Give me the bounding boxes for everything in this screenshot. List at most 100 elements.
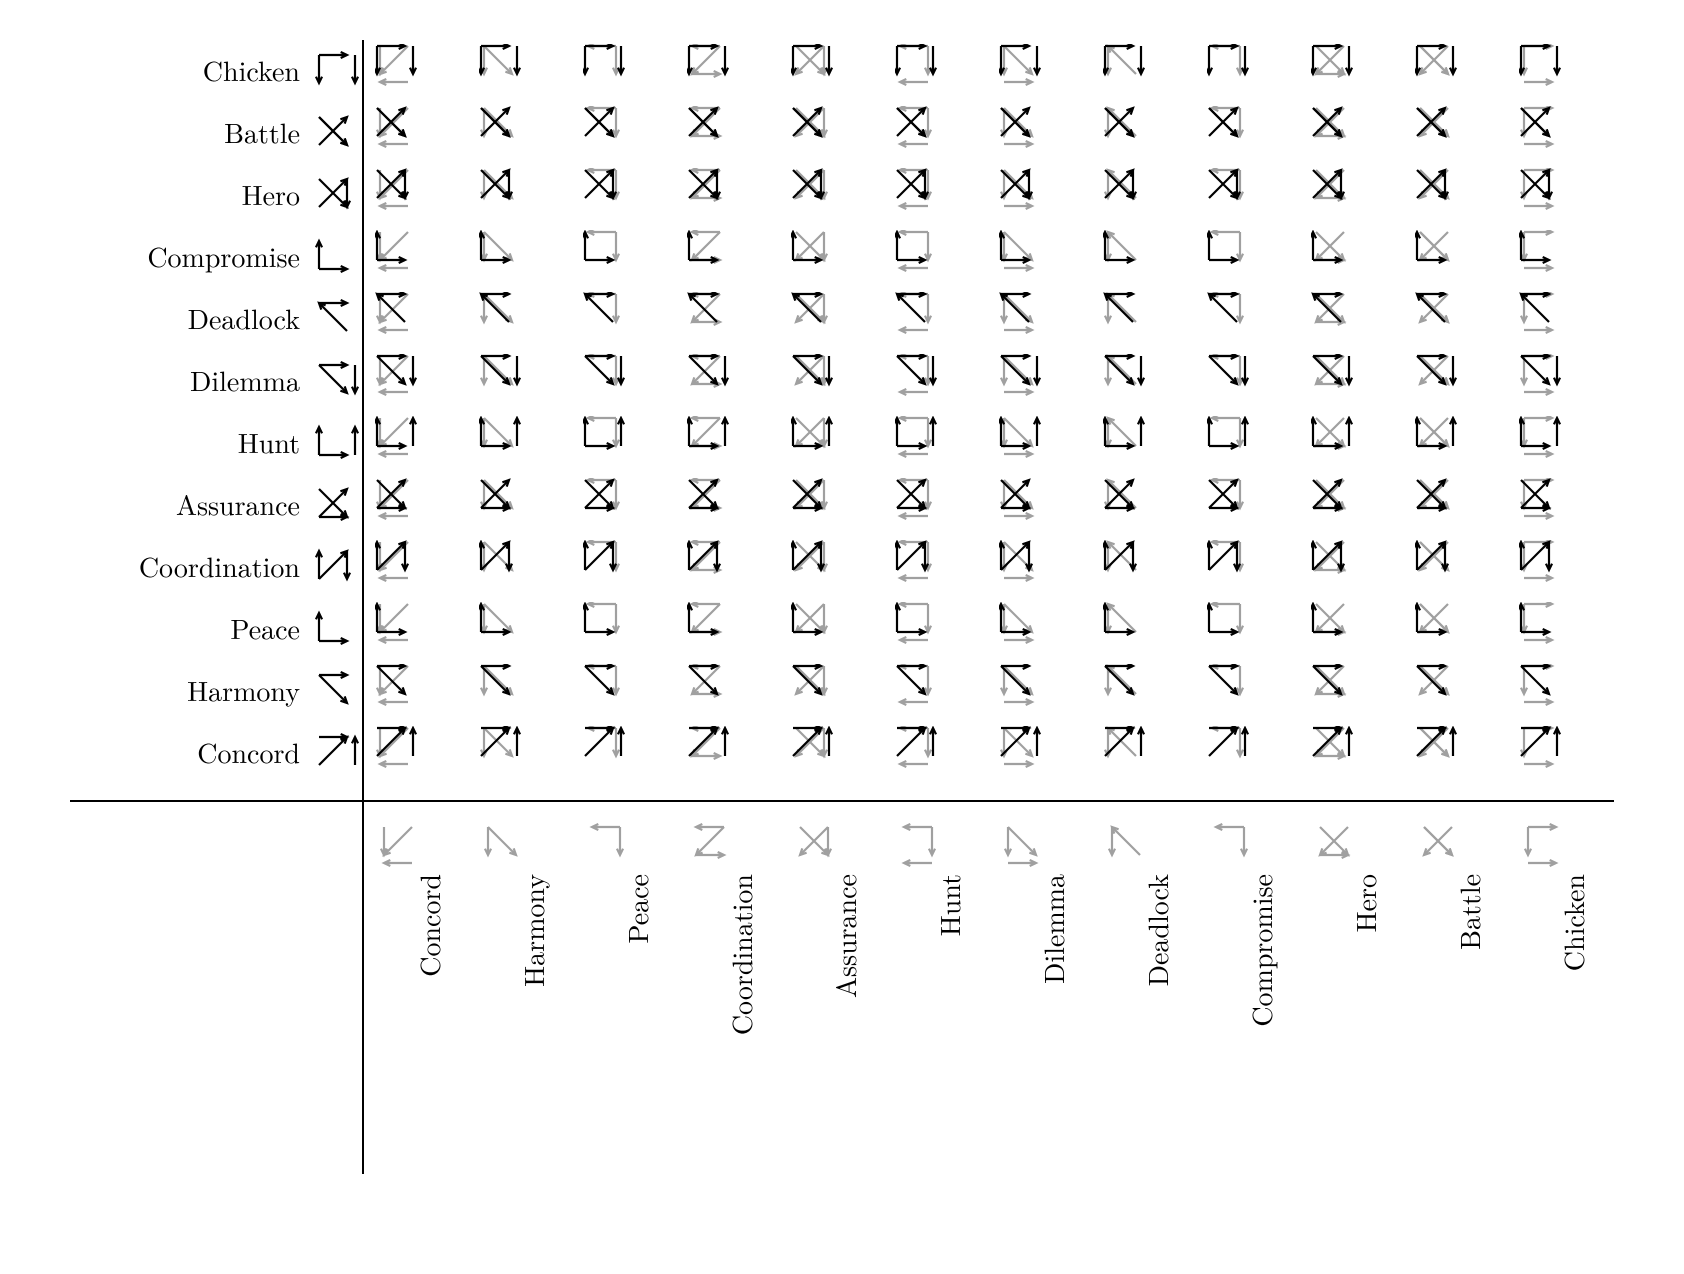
matrix-cell-glyph (791, 230, 847, 286)
matrix-cell-glyph (791, 354, 847, 410)
row-glyph-icon (312, 358, 368, 400)
matrix-cell-glyph (999, 416, 1055, 472)
matrix-cell-glyph (1207, 230, 1263, 286)
matrix-cell-glyph (999, 106, 1055, 162)
row-glyph-icon (312, 172, 368, 214)
row-glyph-icon (312, 234, 368, 276)
matrix-cell-glyph (375, 540, 431, 596)
matrix-cell-glyph (1207, 44, 1263, 100)
matrix-cell-glyph (895, 354, 951, 410)
col-label: Battle (1449, 798, 1489, 874)
matrix-cell-glyph (999, 540, 1055, 596)
matrix-cell-glyph (895, 292, 951, 348)
matrix-cell-glyph (1519, 168, 1575, 224)
matrix-cell-glyph (1103, 664, 1159, 720)
matrix-cell-glyph (583, 354, 639, 410)
matrix-cell-glyph (1311, 664, 1367, 720)
matrix-cell-glyph (479, 106, 535, 162)
matrix-cell-glyph (895, 602, 951, 658)
matrix-cell-glyph (1519, 726, 1575, 782)
matrix-cell-glyph (999, 478, 1055, 534)
matrix-cell-glyph (1207, 106, 1263, 162)
matrix-cell-glyph (687, 540, 743, 596)
matrix-cell-glyph (1103, 168, 1159, 224)
matrix-cell-glyph (1519, 602, 1575, 658)
matrix-cell-glyph (479, 478, 535, 534)
matrix-cell-glyph (1519, 44, 1575, 100)
row-glyph-icon (312, 606, 368, 648)
col-label: Hunt (929, 812, 969, 874)
matrix-cell-glyph (1415, 416, 1471, 472)
matrix-cell-glyph (1311, 354, 1367, 410)
matrix-cell-glyph (1103, 478, 1159, 534)
matrix-cell-glyph (687, 416, 743, 472)
row-label: Hero (242, 174, 300, 214)
horizontal-divider (70, 800, 1614, 802)
matrix-cell-glyph (687, 106, 743, 162)
row-label: Dilemma (190, 360, 300, 400)
matrix-cell-glyph (1415, 602, 1471, 658)
matrix-cell-glyph (999, 726, 1055, 782)
matrix-cell-glyph (375, 168, 431, 224)
matrix-cell-glyph (791, 106, 847, 162)
matrix-cell-glyph (1311, 416, 1367, 472)
matrix-cell-glyph (1207, 292, 1263, 348)
matrix-cell-glyph (895, 416, 951, 472)
matrix-cell-glyph (479, 168, 535, 224)
row-label: Coordination (139, 546, 300, 586)
matrix-cell-glyph (1207, 602, 1263, 658)
matrix-cell-glyph (375, 726, 431, 782)
matrix-cell-glyph (895, 726, 951, 782)
matrix-cell-glyph (687, 44, 743, 100)
matrix-cell-glyph (1103, 602, 1159, 658)
matrix-cell-glyph (375, 478, 431, 534)
row-label: Concord (197, 732, 300, 772)
matrix-cell-glyph (1415, 230, 1471, 286)
matrix-cell-glyph (1311, 602, 1367, 658)
matrix-cell-glyph (479, 230, 535, 286)
matrix-cell-glyph (999, 44, 1055, 100)
matrix-cell-glyph (791, 602, 847, 658)
matrix-cell-glyph (1103, 230, 1159, 286)
matrix-cell-glyph (1311, 478, 1367, 534)
row-label: Chicken (203, 50, 300, 90)
matrix-cell-glyph (1519, 292, 1575, 348)
matrix-cell-glyph (791, 44, 847, 100)
matrix-cell-glyph (375, 106, 431, 162)
row-label: Battle (224, 112, 300, 152)
matrix-cell-glyph (791, 478, 847, 534)
matrix-cell-glyph (895, 664, 951, 720)
matrix-cell-glyph (375, 292, 431, 348)
matrix-cell-glyph (1415, 168, 1471, 224)
matrix-cell-glyph (1519, 664, 1575, 720)
matrix-cell-glyph (791, 416, 847, 472)
col-label: Peace (617, 804, 657, 874)
matrix-cell-glyph (687, 602, 743, 658)
matrix-cell-glyph (375, 230, 431, 286)
matrix-cell-glyph (1311, 726, 1367, 782)
matrix-cell-glyph (583, 44, 639, 100)
matrix-cell-glyph (583, 292, 639, 348)
matrix-cell-glyph (999, 602, 1055, 658)
matrix-cell-glyph (1415, 726, 1471, 782)
matrix-cell-glyph (583, 540, 639, 596)
matrix-cell-glyph (479, 664, 535, 720)
matrix-cell-glyph (583, 230, 639, 286)
matrix-cell-glyph (1519, 540, 1575, 596)
row-label: Deadlock (188, 298, 300, 338)
row-label: Harmony (187, 670, 300, 710)
matrix-cell-glyph (1103, 44, 1159, 100)
col-label: Chicken (1553, 777, 1593, 874)
matrix-cell-glyph (1103, 726, 1159, 782)
row-glyph-icon (312, 110, 368, 152)
matrix-cell-glyph (895, 540, 951, 596)
matrix-cell-glyph (1103, 416, 1159, 472)
matrix-cell-glyph (1415, 354, 1471, 410)
matrix-cell-glyph (1207, 416, 1263, 472)
matrix-cell-glyph (1207, 664, 1263, 720)
matrix-cell-glyph (1207, 478, 1263, 534)
matrix-cell-glyph (687, 230, 743, 286)
row-glyph-icon (312, 296, 368, 338)
matrix-cell-glyph (479, 540, 535, 596)
matrix-cell-glyph (791, 726, 847, 782)
